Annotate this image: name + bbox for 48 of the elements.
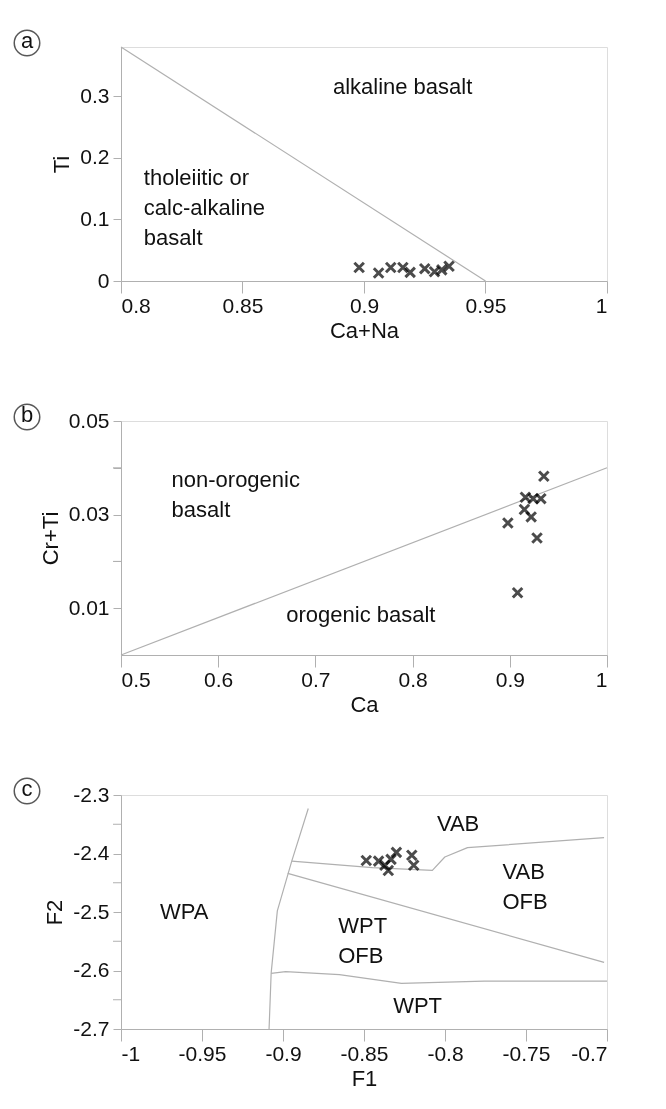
annotation: VAB xyxy=(436,811,480,837)
x-tick-label: 1 xyxy=(595,667,608,691)
x-tick-label: 0.5 xyxy=(121,667,151,691)
y-axis-title: Ti xyxy=(49,155,75,174)
text: b xyxy=(20,402,34,427)
annotation: WPT xyxy=(393,992,443,1018)
annotation: tholeiitic or calc-alkaline basalt xyxy=(143,165,265,251)
y-tick-label: -2.7 xyxy=(73,1016,110,1040)
x-tick-label: -0.75 xyxy=(502,1041,551,1065)
y-tick-label: -2.6 xyxy=(73,958,110,981)
y-tick-label: 0.3 xyxy=(80,83,110,107)
annotation: non-orogenic basalt xyxy=(171,466,300,522)
y-tick-label: -2.4 xyxy=(73,841,110,864)
x-tick-label: -0.95 xyxy=(178,1041,227,1065)
y-axis-title: Cr+Ti xyxy=(37,511,63,566)
x-tick-label: 0.9 xyxy=(349,293,380,317)
x-axis-title: Ca xyxy=(350,691,380,717)
x-tick-label: 0.8 xyxy=(398,667,428,691)
y-tick-label: -2.3 xyxy=(73,782,110,806)
y-tick-label: 0.05 xyxy=(68,408,110,432)
x-tick-label: 0.6 xyxy=(204,667,234,691)
annotation: orogenic basalt xyxy=(286,602,436,628)
x-tick-label: -0.7 xyxy=(571,1041,608,1065)
x-tick-label: 0.95 xyxy=(465,293,507,317)
y-tick-label: 0 xyxy=(97,268,110,292)
y-axis-title: F2 xyxy=(42,899,68,926)
x-tick-label: 1 xyxy=(595,293,608,317)
x-tick-label: 0.7 xyxy=(301,667,331,691)
x-axis-title: F1 xyxy=(351,1065,378,1091)
x-tick-label: 0.9 xyxy=(495,667,525,691)
x-axis-title: Ca+Na xyxy=(329,317,400,343)
x-tick-label: -0.85 xyxy=(340,1041,389,1065)
x-tick-label: 0.85 xyxy=(222,293,264,317)
y-tick-label: -2.5 xyxy=(73,899,110,923)
y-tick-label: 0.01 xyxy=(68,595,110,619)
y-tick-label: 0.03 xyxy=(68,502,110,526)
x-tick-label: -0.9 xyxy=(265,1041,302,1065)
annotation: WPA xyxy=(159,899,209,924)
annotation: VAB OFB xyxy=(502,859,548,915)
text: a xyxy=(20,28,34,53)
x-tick-label: -0.8 xyxy=(427,1041,464,1065)
y-tick-label: 0.2 xyxy=(80,145,110,169)
text: c xyxy=(21,776,33,801)
y-tick-label: 0.1 xyxy=(80,206,110,230)
annotation: WPT OFB xyxy=(338,913,388,969)
x-tick-label: -1 xyxy=(121,1041,141,1065)
x-tick-label: 0.8 xyxy=(121,293,151,317)
annotation: alkaline basalt xyxy=(332,73,473,99)
